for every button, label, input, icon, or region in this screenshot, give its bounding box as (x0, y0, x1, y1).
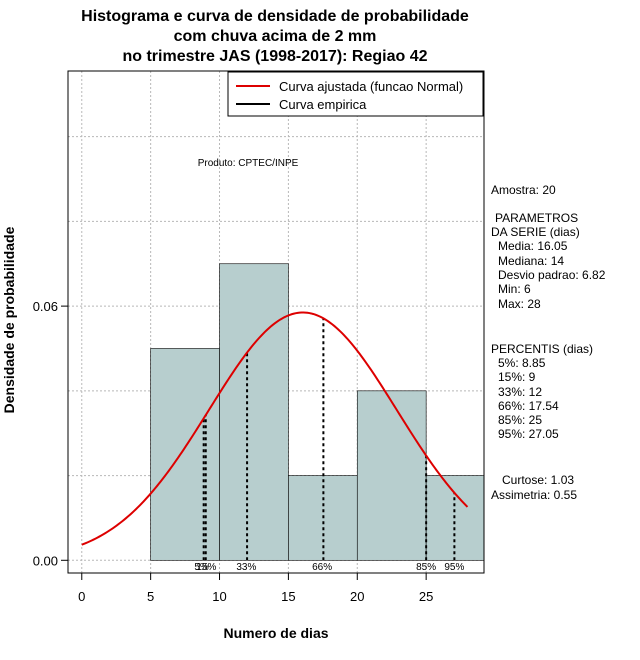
stat-p15: 15%: 9 (498, 370, 536, 384)
y-axis-label: Densidade de probabilidade (1, 226, 17, 413)
percentile-label: 15% (196, 562, 216, 573)
params-title-1: PARAMETROS (495, 211, 578, 225)
y-tick-label: 0.06 (33, 299, 58, 314)
percentile-annotations: 5%15% 33% 66% 85% 95% (194, 562, 464, 573)
stat-p85: 85%: 25 (498, 413, 542, 427)
legend-label-empirical: Curva empirica (279, 97, 367, 112)
stat-skewness: Assimetria: 0.55 (491, 488, 577, 502)
percentile-label: 5% (194, 562, 209, 573)
stat-sample-size: Amostra: 20 (491, 183, 556, 197)
histogram-bars (150, 263, 485, 561)
percentile-label: 85% (416, 562, 436, 573)
x-tick-label: 10 (212, 589, 226, 604)
histogram-bar (150, 348, 220, 561)
x-tick-label: 0 (78, 589, 85, 604)
percentiles-title: PERCENTIS (dias) (491, 342, 593, 356)
legend-label-fitted: Curva ajustada (funcao Normal) (279, 79, 463, 94)
plot-frame (67, 70, 485, 574)
histogram-bar (219, 263, 289, 561)
legend-box (227, 71, 484, 117)
product-annotation: Produto: CPTEC/INPE (198, 158, 299, 169)
stat-mean: Media: 16.05 (498, 239, 568, 253)
stat-p95: 95%: 27.05 (498, 427, 559, 441)
normal-curve-layer (81, 311, 469, 546)
stat-p66: 66%: 17.54 (498, 399, 559, 413)
x-axis-label: Numero de dias (223, 625, 328, 641)
stat-min: Min: 6 (498, 282, 531, 296)
stat-max: Max: 28 (498, 297, 541, 311)
params-title-2: DA SERIE (dias) (491, 225, 580, 239)
normal-curve (81, 311, 469, 546)
percentile-label: 66% (312, 562, 332, 573)
percentile-label: 33% (236, 562, 256, 573)
chart-title-line-2: com chuva acima de 2 mm (174, 28, 377, 45)
percentile-lines (202, 318, 456, 561)
chart-title-line-3: no trimestre JAS (1998-2017): Regiao 42 (122, 48, 427, 65)
stat-median: Mediana: 14 (498, 254, 564, 268)
stat-p5: 5%: 8.85 (498, 356, 546, 370)
percentile-label: 95% (444, 562, 464, 573)
legend: Curva ajustada (funcao Normal) Curva emp… (227, 71, 484, 117)
histogram-bar (356, 390, 427, 561)
stats-panel: Amostra: 20 PARAMETROS DA SERIE (dias) M… (491, 183, 606, 502)
x-tick-label: 15 (281, 589, 295, 604)
x-tick-label: 20 (350, 589, 364, 604)
stat-std-dev: Desvio padrao: 6.82 (498, 268, 606, 282)
x-tick-label: 5 (147, 589, 154, 604)
stat-p33: 33%: 12 (498, 385, 542, 399)
x-tick-label: 25 (419, 589, 433, 604)
chart-title-line-1: Histograma e curva de densidade de proba… (81, 8, 469, 25)
stat-kurtosis: Curtose: 1.03 (502, 473, 574, 487)
axes: 0 5 10 15 20 25 0.00 0.06 (33, 299, 434, 604)
y-tick-label: 0.00 (33, 553, 58, 568)
